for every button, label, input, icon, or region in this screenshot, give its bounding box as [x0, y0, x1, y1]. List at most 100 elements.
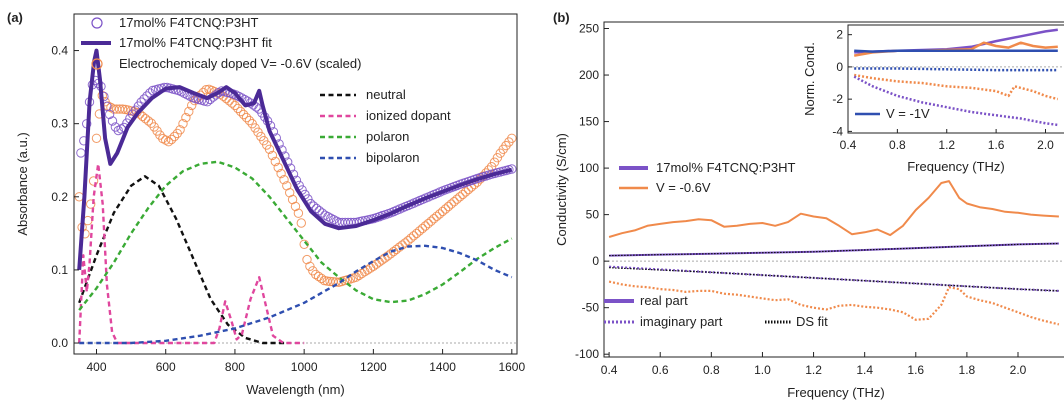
data-point-s_ec — [270, 156, 280, 167]
inset-x-axis-label: Frequency (THz) — [907, 159, 1005, 174]
legend-label: 17mol% F4TCNQ:P3HT — [119, 15, 258, 30]
panel-label-a: (a) — [7, 10, 23, 25]
series-line-p3ht_imag — [609, 265, 1059, 292]
inset-legend-label: V = -1V — [886, 106, 930, 121]
data-point-s_ec — [267, 150, 278, 161]
data-point-s_ec — [279, 175, 289, 185]
plot-frame — [73, 13, 518, 355]
data-point-s_ec — [175, 125, 185, 135]
x-tick-label: 1000 — [291, 360, 318, 374]
y-axis-label: Absorbance (a.u.) — [15, 132, 30, 235]
x-tick-label: 0.4 — [601, 363, 618, 377]
legend-label: real part — [640, 293, 688, 308]
data-point-s_ec — [403, 236, 413, 246]
panel-a: (a) 400 600 800 1000 1200 1400 1600 0.0 0.1 0.2 0.3… — [7, 10, 525, 397]
data-point-s_ec — [316, 273, 327, 284]
data-point-s_ec — [426, 216, 436, 226]
data-point-s_ec — [143, 116, 154, 126]
y-tick-label: -100 — [575, 347, 599, 361]
y-tick-label: -50 — [582, 301, 600, 315]
data-point-s_ec — [302, 254, 312, 265]
y-tick-label: 0.1 — [51, 263, 68, 277]
x-tick-label: 1400 — [429, 360, 456, 374]
data-point-s_ec — [86, 199, 96, 209]
data-point-s_ec — [178, 119, 188, 129]
data-point-s_ec — [285, 188, 295, 198]
series-line-ds_fit_imag — [609, 267, 1059, 292]
data-point-s_ec — [238, 109, 249, 120]
x-tick-label: 0.8 — [703, 363, 720, 377]
data-point-s_ec — [432, 211, 442, 222]
y-tick-label: 0.3 — [51, 117, 68, 131]
data-point-s_ec — [417, 223, 428, 234]
inset-y-axis-label: Norm. Cond. — [802, 42, 817, 116]
data-point-s_ec — [273, 162, 283, 173]
inset-x-tick-label: 0.4 — [840, 138, 857, 152]
data-point-s_ec — [155, 130, 165, 140]
data-point-s_ec — [452, 194, 462, 204]
legend-label: ionized dopant — [366, 108, 451, 123]
series-line-polaron — [78, 160, 513, 311]
legend-label: DS fit — [796, 314, 828, 329]
data-point-s_meas — [145, 88, 155, 98]
inset: 0.4 0.8 1.2 1.6 2.0 -4 -2 0 2 Frequency (THz) Norm… — [802, 24, 1064, 174]
data-point-s_ec — [414, 226, 425, 236]
data-point-s_ec — [420, 221, 430, 231]
inset-x-tick-label: 2.0 — [1037, 138, 1054, 152]
inset-y-tick-label: -2 — [832, 92, 843, 106]
data-point-s_ec — [409, 231, 419, 241]
inset-x-tick-label: 1.6 — [988, 138, 1005, 152]
data-point-s_meas — [314, 206, 324, 216]
x-axis-label: Frequency (THz) — [787, 385, 885, 400]
data-point-s_ec — [163, 137, 174, 147]
y-tick-label: 100 — [579, 161, 599, 175]
inset-x-tick-label: 0.8 — [889, 138, 906, 152]
data-point-s_ec — [117, 104, 128, 114]
y-tick-label: 250 — [579, 22, 599, 36]
data-point-s_ec — [446, 199, 456, 209]
x-tick-label: 1.4 — [856, 363, 873, 377]
legend-label: imaginary part — [640, 314, 723, 329]
data-point-s_ec — [458, 189, 468, 200]
data-point-s_ec — [181, 112, 191, 123]
legend-marker — [91, 17, 103, 29]
legend-marker — [91, 58, 103, 70]
inset-y-tick-label: -4 — [832, 124, 843, 138]
y-tick-label: 200 — [579, 68, 599, 82]
data-point-s_meas — [311, 203, 322, 214]
panel-b: (b) 0.4 0.6 0.8 1.0 1.2 1.4 1.6 1.8 2.0 -100 -50 0 50… — [553, 10, 1064, 400]
x-tick-label: 1.2 — [805, 363, 822, 377]
data-point-s_ec — [233, 103, 243, 114]
data-point-s_ec — [230, 100, 240, 111]
series-line-s_fit — [77, 48, 513, 271]
data-point-s_ec — [406, 233, 416, 243]
data-point-s_ec — [440, 204, 451, 214]
x-axis-label: Wavelength (nm) — [246, 382, 345, 397]
data-point-s_ec — [371, 259, 381, 269]
data-point-s_meas — [104, 109, 115, 120]
data-point-s_ec — [461, 187, 471, 197]
legend-label: Electrochemicaly doped V= -0.6V (scaled) — [119, 56, 361, 71]
series-line-neutral — [78, 175, 287, 345]
inset-y-tick-label: 0 — [836, 60, 843, 74]
x-tick-label: 1.8 — [959, 363, 976, 377]
data-point-s_ec — [264, 144, 275, 155]
plot-frame — [603, 21, 1064, 358]
data-point-s_ec — [290, 201, 301, 212]
data-point-s_ec — [106, 102, 116, 113]
panel-label-b: (b) — [553, 10, 570, 25]
y-tick-label: 0 — [592, 254, 599, 268]
data-point-s_ec — [293, 208, 304, 218]
data-point-s_ec — [187, 100, 197, 111]
legend-label: 17mol% F4TCNQ:P3HT fit — [119, 35, 272, 50]
data-point-s_ec — [161, 135, 171, 145]
data-point-s_ec — [313, 271, 324, 282]
data-point-s_ec — [88, 176, 99, 186]
x-tick-label: 1.0 — [754, 363, 771, 377]
y-tick-label: 150 — [579, 115, 599, 129]
data-point-s_meas — [323, 212, 333, 222]
inset-background — [848, 25, 1064, 133]
legend-label: V = -0.6V — [656, 180, 711, 195]
series-line-in_purple_imag — [853, 75, 1058, 127]
